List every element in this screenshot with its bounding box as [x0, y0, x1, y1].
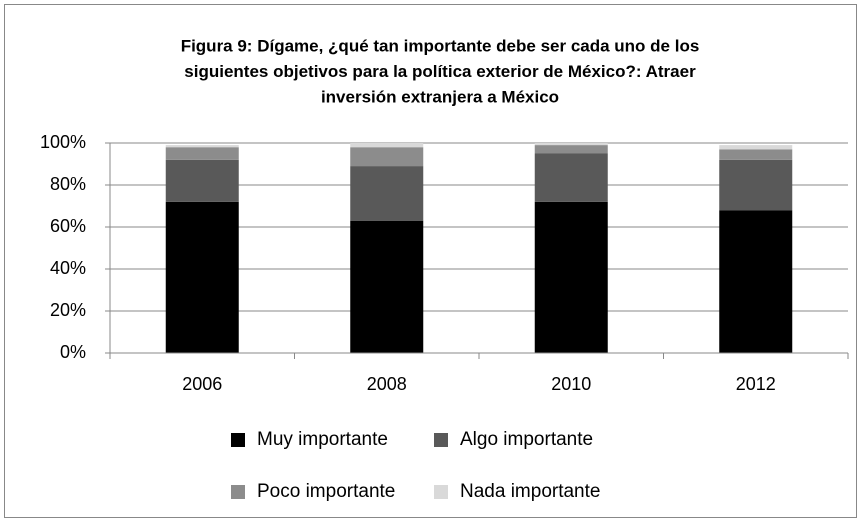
bar-segment [165, 145, 239, 148]
bar-segment [534, 145, 608, 154]
legend-swatch [231, 485, 245, 499]
chart-title: inversión extranjera a México [321, 87, 559, 106]
x-tick-label: 2010 [551, 374, 591, 394]
legend-swatch [231, 433, 245, 447]
bar-segment [719, 210, 793, 353]
bar-segment [534, 153, 608, 202]
y-tick-label: 40% [50, 258, 86, 278]
y-tick-label: 0% [60, 342, 86, 362]
chart-title: Figura 9: Dígame, ¿qué tan importante de… [181, 36, 700, 55]
y-tick-label: 20% [50, 300, 86, 320]
legend-label: Muy importante [257, 429, 388, 450]
bar-segment [350, 220, 424, 353]
bar-segment [350, 147, 424, 167]
legend-label: Algo importante [460, 429, 593, 450]
bar-segment [534, 201, 608, 353]
bar-segment [719, 145, 793, 150]
y-tick-label: 60% [50, 216, 86, 236]
legend-label: Nada importante [460, 481, 600, 502]
chart-border [4, 4, 857, 518]
bar-segment [350, 143, 424, 148]
bar-segment [719, 159, 793, 211]
legend-swatch [434, 433, 448, 447]
legend-swatch [434, 485, 448, 499]
chart-title: siguientes objetivos para la política ex… [184, 62, 696, 81]
x-tick-label: 2012 [736, 374, 776, 394]
legend-label: Poco importante [257, 481, 395, 502]
y-tick-label: 80% [50, 174, 86, 194]
y-tick-label: 100% [40, 132, 86, 152]
bar-segment [534, 143, 608, 146]
bar-segment [165, 147, 239, 160]
x-tick-label: 2008 [367, 374, 407, 394]
bar-segment [719, 149, 793, 160]
bar-segment [165, 159, 239, 202]
bar-segment [165, 201, 239, 353]
bar-segment [350, 166, 424, 221]
x-tick-label: 2006 [182, 374, 222, 394]
